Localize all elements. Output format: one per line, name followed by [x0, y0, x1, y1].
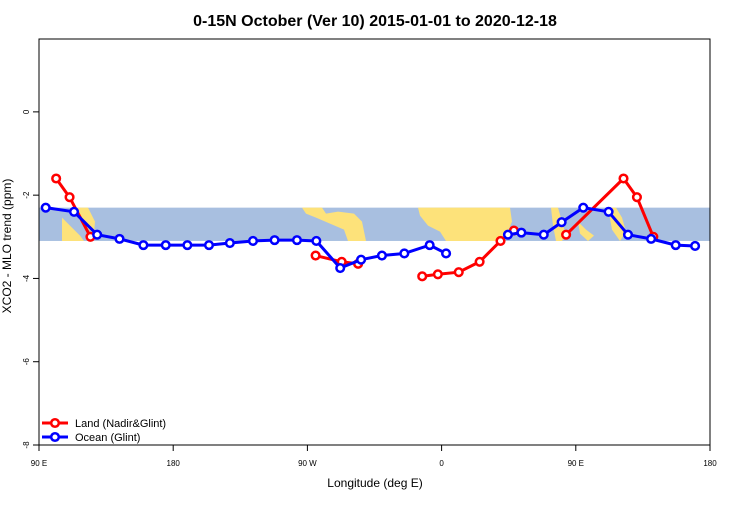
y-axis-label: XCO2 - MLO trend (ppm) — [0, 179, 14, 314]
data-point — [516, 227, 527, 238]
series-1 — [40, 202, 701, 274]
data-point — [502, 229, 514, 240]
data-point — [432, 269, 443, 280]
data-point — [51, 173, 62, 184]
data-point — [417, 271, 428, 282]
data-point — [399, 248, 410, 259]
legend-marker — [49, 417, 61, 429]
legend-marker — [49, 431, 61, 443]
data-point — [690, 240, 701, 252]
data-point — [556, 217, 567, 228]
data-point — [269, 235, 280, 246]
x-axis: 90 E 180 90 W 0 90 E 180 — [31, 445, 717, 468]
data-point — [356, 254, 367, 265]
data-point — [538, 229, 549, 240]
y-tick-label: -8 — [22, 441, 31, 449]
data-point — [64, 192, 75, 203]
data-point — [441, 248, 452, 259]
data-point — [670, 240, 681, 251]
data-point — [453, 267, 464, 278]
land-shape — [302, 207, 366, 241]
plot-frame — [38, 38, 711, 446]
data-point — [310, 250, 321, 261]
y-tick-label: 0 — [22, 109, 31, 114]
x-tick-label: 90 E — [568, 459, 584, 468]
data-point — [247, 235, 259, 247]
legend-label: Land (Nadir&Glint) — [75, 418, 166, 430]
legend: Land (Nadir&Glint) Ocean (Glint) — [42, 417, 166, 444]
x-axis-label: Longitude (deg E) — [327, 476, 422, 490]
series-layer — [40, 173, 701, 282]
legend-label: Ocean (Glint) — [75, 432, 140, 444]
y-axis: 0 -2 -4 -6 -8 — [22, 109, 39, 449]
data-point — [138, 240, 149, 251]
data-point — [40, 202, 51, 213]
data-point — [561, 229, 572, 240]
data-point — [646, 233, 657, 244]
data-point — [618, 173, 629, 184]
ocean-band — [39, 207, 710, 241]
chart-title: 0-15N October (Ver 10) 2015-01-01 to 202… — [193, 13, 557, 30]
data-point — [182, 240, 193, 251]
land-shape — [62, 217, 84, 241]
land-ocean-band — [39, 207, 710, 241]
data-point — [311, 235, 322, 247]
data-point — [495, 235, 506, 247]
data-point — [68, 206, 80, 217]
y-tick-label: -6 — [22, 358, 31, 366]
y-tick-label: -2 — [22, 191, 31, 199]
data-point — [92, 229, 103, 240]
x-tick-label: 90 E — [31, 459, 47, 468]
data-point — [203, 240, 215, 251]
land-shape — [418, 207, 512, 241]
data-point — [114, 233, 125, 244]
series-line — [565, 176, 655, 238]
data-point — [622, 229, 634, 240]
data-point — [631, 192, 642, 203]
x-tick-label: 0 — [439, 459, 444, 468]
land-shape — [578, 221, 594, 241]
x-tick-label: 180 — [167, 459, 181, 468]
x-tick-label: 90 W — [298, 459, 317, 468]
data-point — [603, 206, 614, 217]
data-point — [376, 250, 388, 261]
data-point — [224, 237, 235, 249]
data-point — [160, 240, 171, 251]
data-point — [578, 202, 589, 213]
data-point — [335, 262, 346, 274]
x-tick-label: 180 — [703, 459, 717, 468]
data-point — [474, 256, 485, 267]
series-line — [507, 206, 696, 248]
data-point — [291, 235, 303, 246]
y-tick-label: -4 — [22, 274, 31, 282]
data-point — [424, 240, 435, 251]
